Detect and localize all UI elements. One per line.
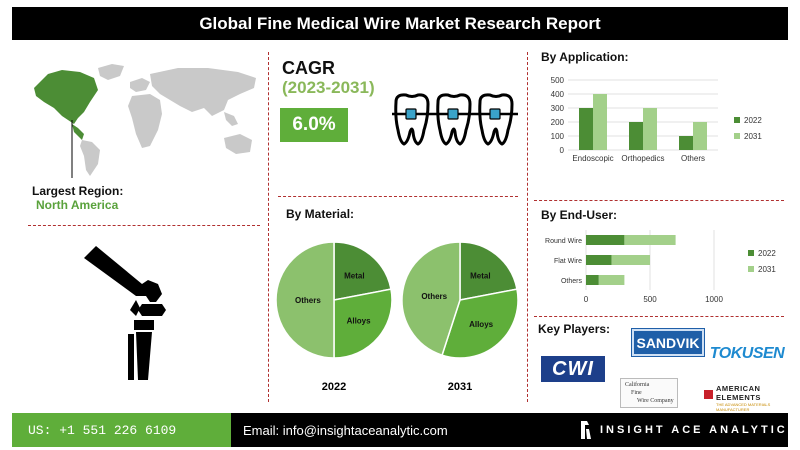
cagr-value: 6.0% [280, 108, 348, 142]
app-bar-2022-endoscopic [579, 108, 593, 150]
divider-right-top [534, 200, 784, 201]
eu-bar-2022-round-wire [586, 235, 625, 245]
cfw-line-2: Fine [631, 390, 642, 396]
app-x-tick-label: Endoscopic [572, 154, 613, 163]
email-address[interactable]: Email: info@insightaceanalytic.com [243, 422, 448, 438]
by-end-user-heading: By End-User: [541, 208, 618, 222]
app-y-tick-label: 100 [551, 132, 565, 141]
eu-bar-2031-flat-wire [611, 255, 650, 265]
pie-slice-2022-others [275, 241, 335, 359]
eu-bar-2031-round-wire [624, 235, 676, 245]
pie-slice-label: Metal [470, 271, 490, 280]
eu-bar-2022-flat-wire [586, 255, 612, 265]
eu-y-tick-label: Others [561, 278, 583, 285]
pie-slice-label: Alloys [347, 316, 372, 325]
eu-x-tick-label: 0 [584, 295, 589, 304]
eu-x-tick-label: 500 [643, 295, 657, 304]
american-elements-tagline: THE ADVANCED MATERIALS MANUFACTURER [716, 402, 771, 412]
brand-logo-icon [581, 421, 591, 439]
app-y-tick-label: 300 [551, 104, 565, 113]
brand-text: INSIGHT ACE ANALYTIC [600, 424, 788, 436]
world-map-icon [28, 60, 268, 180]
sandvik-logo: SANDVIK [631, 328, 705, 357]
by-application-heading: By Application: [541, 50, 629, 64]
app-x-tick-label: Orthopedics [621, 154, 664, 163]
app-y-tick-label: 0 [560, 146, 565, 155]
cfw-line-3: Wire Company [637, 398, 674, 404]
eu-bar-2031-others [598, 275, 625, 285]
app-y-tick-label: 400 [551, 90, 565, 99]
by-application-chart: 0 100 200 300 400 500 Endoscopic Orthopedics Oth… [538, 70, 788, 170]
california-fine-wire-logo: California Fine Wire Company [620, 378, 678, 408]
eu-y-tick-label: Round Wire [545, 238, 582, 245]
by-material-pies: Metal Alloys Others 2022 Metal Alloys Others 20… [272, 230, 527, 400]
cagr-years: (2023-2031) [282, 78, 375, 97]
divider-left [28, 225, 260, 226]
pie-slice-label: Others [295, 296, 321, 305]
largest-region-label: Largest Region: [32, 184, 124, 198]
american-elements-name: AMERICAN ELEMENTS [716, 384, 761, 402]
cagr-title: CAGR [282, 58, 335, 78]
pie-slice-label: Alloys [469, 320, 494, 329]
eu-bar-2022-others [586, 275, 599, 285]
pie-slice-2022-alloys [333, 288, 393, 359]
app-bar-2031-others [693, 122, 707, 150]
knee-joint-icon [78, 240, 178, 385]
cwi-logo: CWI [541, 356, 605, 382]
pie-slice-2031-metal [459, 241, 518, 301]
by-material-heading: By Material: [286, 207, 355, 221]
divider-right-bottom [534, 316, 784, 317]
app-bar-2022-orthopedics [629, 122, 643, 150]
eu-legend-label-2031: 2031 [758, 265, 776, 274]
key-players-heading: Key Players: [538, 322, 611, 336]
american-elements-mark [704, 390, 713, 399]
pie-slice-2031-others [401, 241, 461, 357]
cfw-line-1: California [625, 382, 650, 388]
app-y-tick-label: 200 [551, 118, 565, 127]
divider-vertical-left [268, 52, 269, 402]
app-x-tick-label: Others [681, 154, 705, 163]
eu-legend-swatch-2031 [748, 266, 754, 272]
teeth-braces-icon [392, 92, 522, 148]
eu-x-tick-label: 1000 [705, 295, 723, 304]
american-elements-logo: AMERICAN ELEMENTS THE ADVANCED MATERIALS… [704, 384, 786, 412]
app-legend-label-2031: 2031 [744, 132, 762, 141]
pie-year-label-2022: 2022 [322, 381, 346, 393]
app-legend-label-2022: 2022 [744, 116, 762, 125]
tokusen-logo: TOKUSEN [709, 345, 785, 362]
app-legend-swatch-2031 [734, 133, 740, 139]
pie-slice-2022-metal [333, 241, 392, 301]
app-bar-2022-others [679, 136, 693, 150]
eu-y-tick-label: Flat Wire [554, 258, 582, 265]
brand-name: INSIGHT ACE ANALYTIC [600, 413, 788, 447]
eu-legend-swatch-2022 [748, 250, 754, 256]
divider-middle [278, 196, 518, 197]
app-bar-2031-orthopedics [643, 108, 657, 150]
pie-slice-2031-alloys [441, 288, 519, 359]
pie-slice-label: Others [421, 292, 447, 301]
divider-vertical-right [527, 52, 528, 402]
pie-slice-label: Metal [344, 271, 364, 280]
page-title: Global Fine Medical Wire Market Research… [12, 7, 788, 40]
pie-year-label-2031: 2031 [448, 381, 472, 393]
largest-region-value: North America [36, 198, 119, 212]
by-end-user-chart: 0 500 1000 Round Wire Flat Wire Others 2022 203… [530, 226, 790, 316]
app-legend-swatch-2022 [734, 117, 740, 123]
eu-legend-label-2022: 2022 [758, 249, 776, 258]
app-bar-2031-endoscopic [593, 94, 607, 150]
phone-number[interactable]: US: +1 551 226 6109 [12, 413, 231, 447]
app-y-tick-label: 500 [551, 76, 565, 85]
